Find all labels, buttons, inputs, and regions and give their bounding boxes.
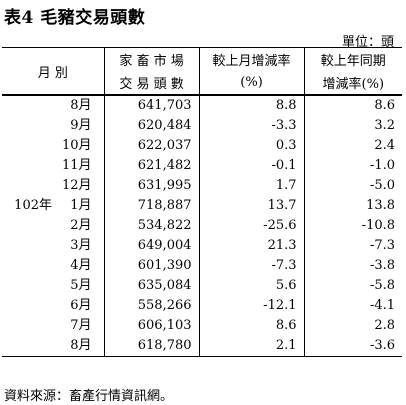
year-cell [2,256,54,276]
volume-cell: 620,484 [103,116,200,136]
month-cell: 1月 [70,198,92,213]
table-row: 5月 635,084 5.6 -5.8 [2,276,403,296]
yoy-change-cell: -4.1 [303,296,403,316]
volume-cell: 631,995 [103,176,200,196]
year-cell [2,296,54,316]
yoy-change-cell: 8.6 [303,95,403,116]
volume-cell: 635,084 [103,276,200,296]
month-cell: 12月 [61,178,92,193]
mom-change-cell: 21.3 [198,236,305,256]
month-cell: 6月 [70,298,92,313]
year-cell [2,236,54,256]
month-cell: 3月 [70,238,92,253]
year-cell [2,116,54,136]
month-cell: 10月 [61,138,92,153]
header-period: 月 別 [2,47,105,96]
mom-change-cell: 5.6 [198,276,305,296]
yoy-change-cell: -3.8 [303,256,403,276]
volume-cell: 718,887 [103,196,200,216]
mom-change-cell: -0.1 [198,156,305,176]
volume-cell: 534,822 [103,216,200,236]
month-cell: 4月 [70,258,92,273]
header-yoy-line1: 較上年同期 [303,47,403,71]
table-row: 7月 606,103 8.6 2.8 [2,316,403,336]
table-title: 表4 毛豬交易頭數 [4,8,146,28]
volume-cell: 621,482 [103,156,200,176]
table-row: 102年 1月 718,887 13.7 13.8 [2,196,403,216]
yoy-change-cell: 2.8 [303,316,403,336]
year-cell [2,156,54,176]
table-row: 6月 558,266 -12.1 -4.1 [2,296,403,316]
volume-cell: 606,103 [103,316,200,336]
table-row: 4月 601,390 -7.3 -3.8 [2,256,403,276]
table-row: 10月 622,037 0.3 2.4 [2,136,403,156]
mom-change-cell: 0.3 [198,136,305,156]
table-row: 2月 534,822 -25.6 -10.8 [2,216,403,236]
year-cell [2,316,54,336]
year-cell [2,136,54,156]
hog-trading-table: 月 別 家 畜 市 場 較上月增減率 較上年同期 交 易 頭 數 (%) 增減率… [2,47,403,357]
mom-change-cell: -25.6 [198,216,305,236]
mom-change-cell: -3.3 [198,116,305,136]
yoy-change-cell: 13.8 [303,196,403,216]
volume-cell: 601,390 [103,256,200,276]
month-cell: 8月 [70,98,92,113]
mom-change-cell: 1.7 [198,176,305,196]
volume-cell: 641,703 [103,95,200,116]
table-row: 8月 641,703 8.8 8.6 [2,95,403,116]
yoy-change-cell: -5.8 [303,276,403,296]
yoy-change-cell: -5.0 [303,176,403,196]
month-cell: 9月 [70,118,92,133]
yoy-change-cell: -10.8 [303,216,403,236]
year-cell [2,216,54,236]
month-cell: 2月 [70,218,92,233]
unit-label: 單位：頭 [341,35,394,50]
volume-cell: 649,004 [103,236,200,256]
table-row: 12月 631,995 1.7 -5.0 [2,176,403,196]
mom-change-cell: 8.8 [198,95,305,116]
source-note: 資料來源：畜產行情資訊網。 [4,389,174,404]
yoy-change-cell: -7.3 [303,236,403,256]
volume-cell: 618,780 [103,336,200,357]
year-cell [2,95,54,116]
table-body: 8月 641,703 8.8 8.6 9月 620,484 -3.3 3.2 10月 622,03… [2,95,403,357]
year-cell [2,276,54,296]
mom-change-cell: 8.6 [198,316,305,336]
year-cell [2,176,54,196]
mom-change-cell: 2.1 [198,336,305,357]
month-cell: 11月 [61,158,92,173]
mom-change-cell: -12.1 [198,296,305,316]
year-cell: 102年 [14,198,52,213]
month-cell: 8月 [54,336,105,357]
volume-cell: 622,037 [103,136,200,156]
table-row: 8月 618,780 2.1 -3.6 [2,336,403,357]
table-row: 9月 620,484 -3.3 3.2 [2,116,403,136]
year-cell [2,336,54,357]
yoy-change-cell: 2.4 [303,136,403,156]
month-cell: 5月 [70,278,92,293]
yoy-change-cell: 3.2 [303,116,403,136]
header-mom-line2: (%) [198,71,305,96]
yoy-change-cell: -1.0 [303,156,403,176]
header-volume-line1: 家 畜 市 場 [103,47,200,71]
table-row: 11月 621,482 -0.1 -1.0 [2,156,403,176]
mom-change-cell: -7.3 [198,256,305,276]
volume-cell: 558,266 [103,296,200,316]
month-cell: 7月 [70,318,92,333]
header-volume-line2: 交 易 頭 數 [103,71,200,96]
yoy-change-cell: -3.6 [303,336,403,357]
mom-change-cell: 13.7 [198,196,305,216]
table-row: 3月 649,004 21.3 -7.3 [2,236,403,256]
header-yoy-line2: 增減率(%) [303,71,403,96]
header-mom-line1: 較上月增減率 [198,47,305,71]
